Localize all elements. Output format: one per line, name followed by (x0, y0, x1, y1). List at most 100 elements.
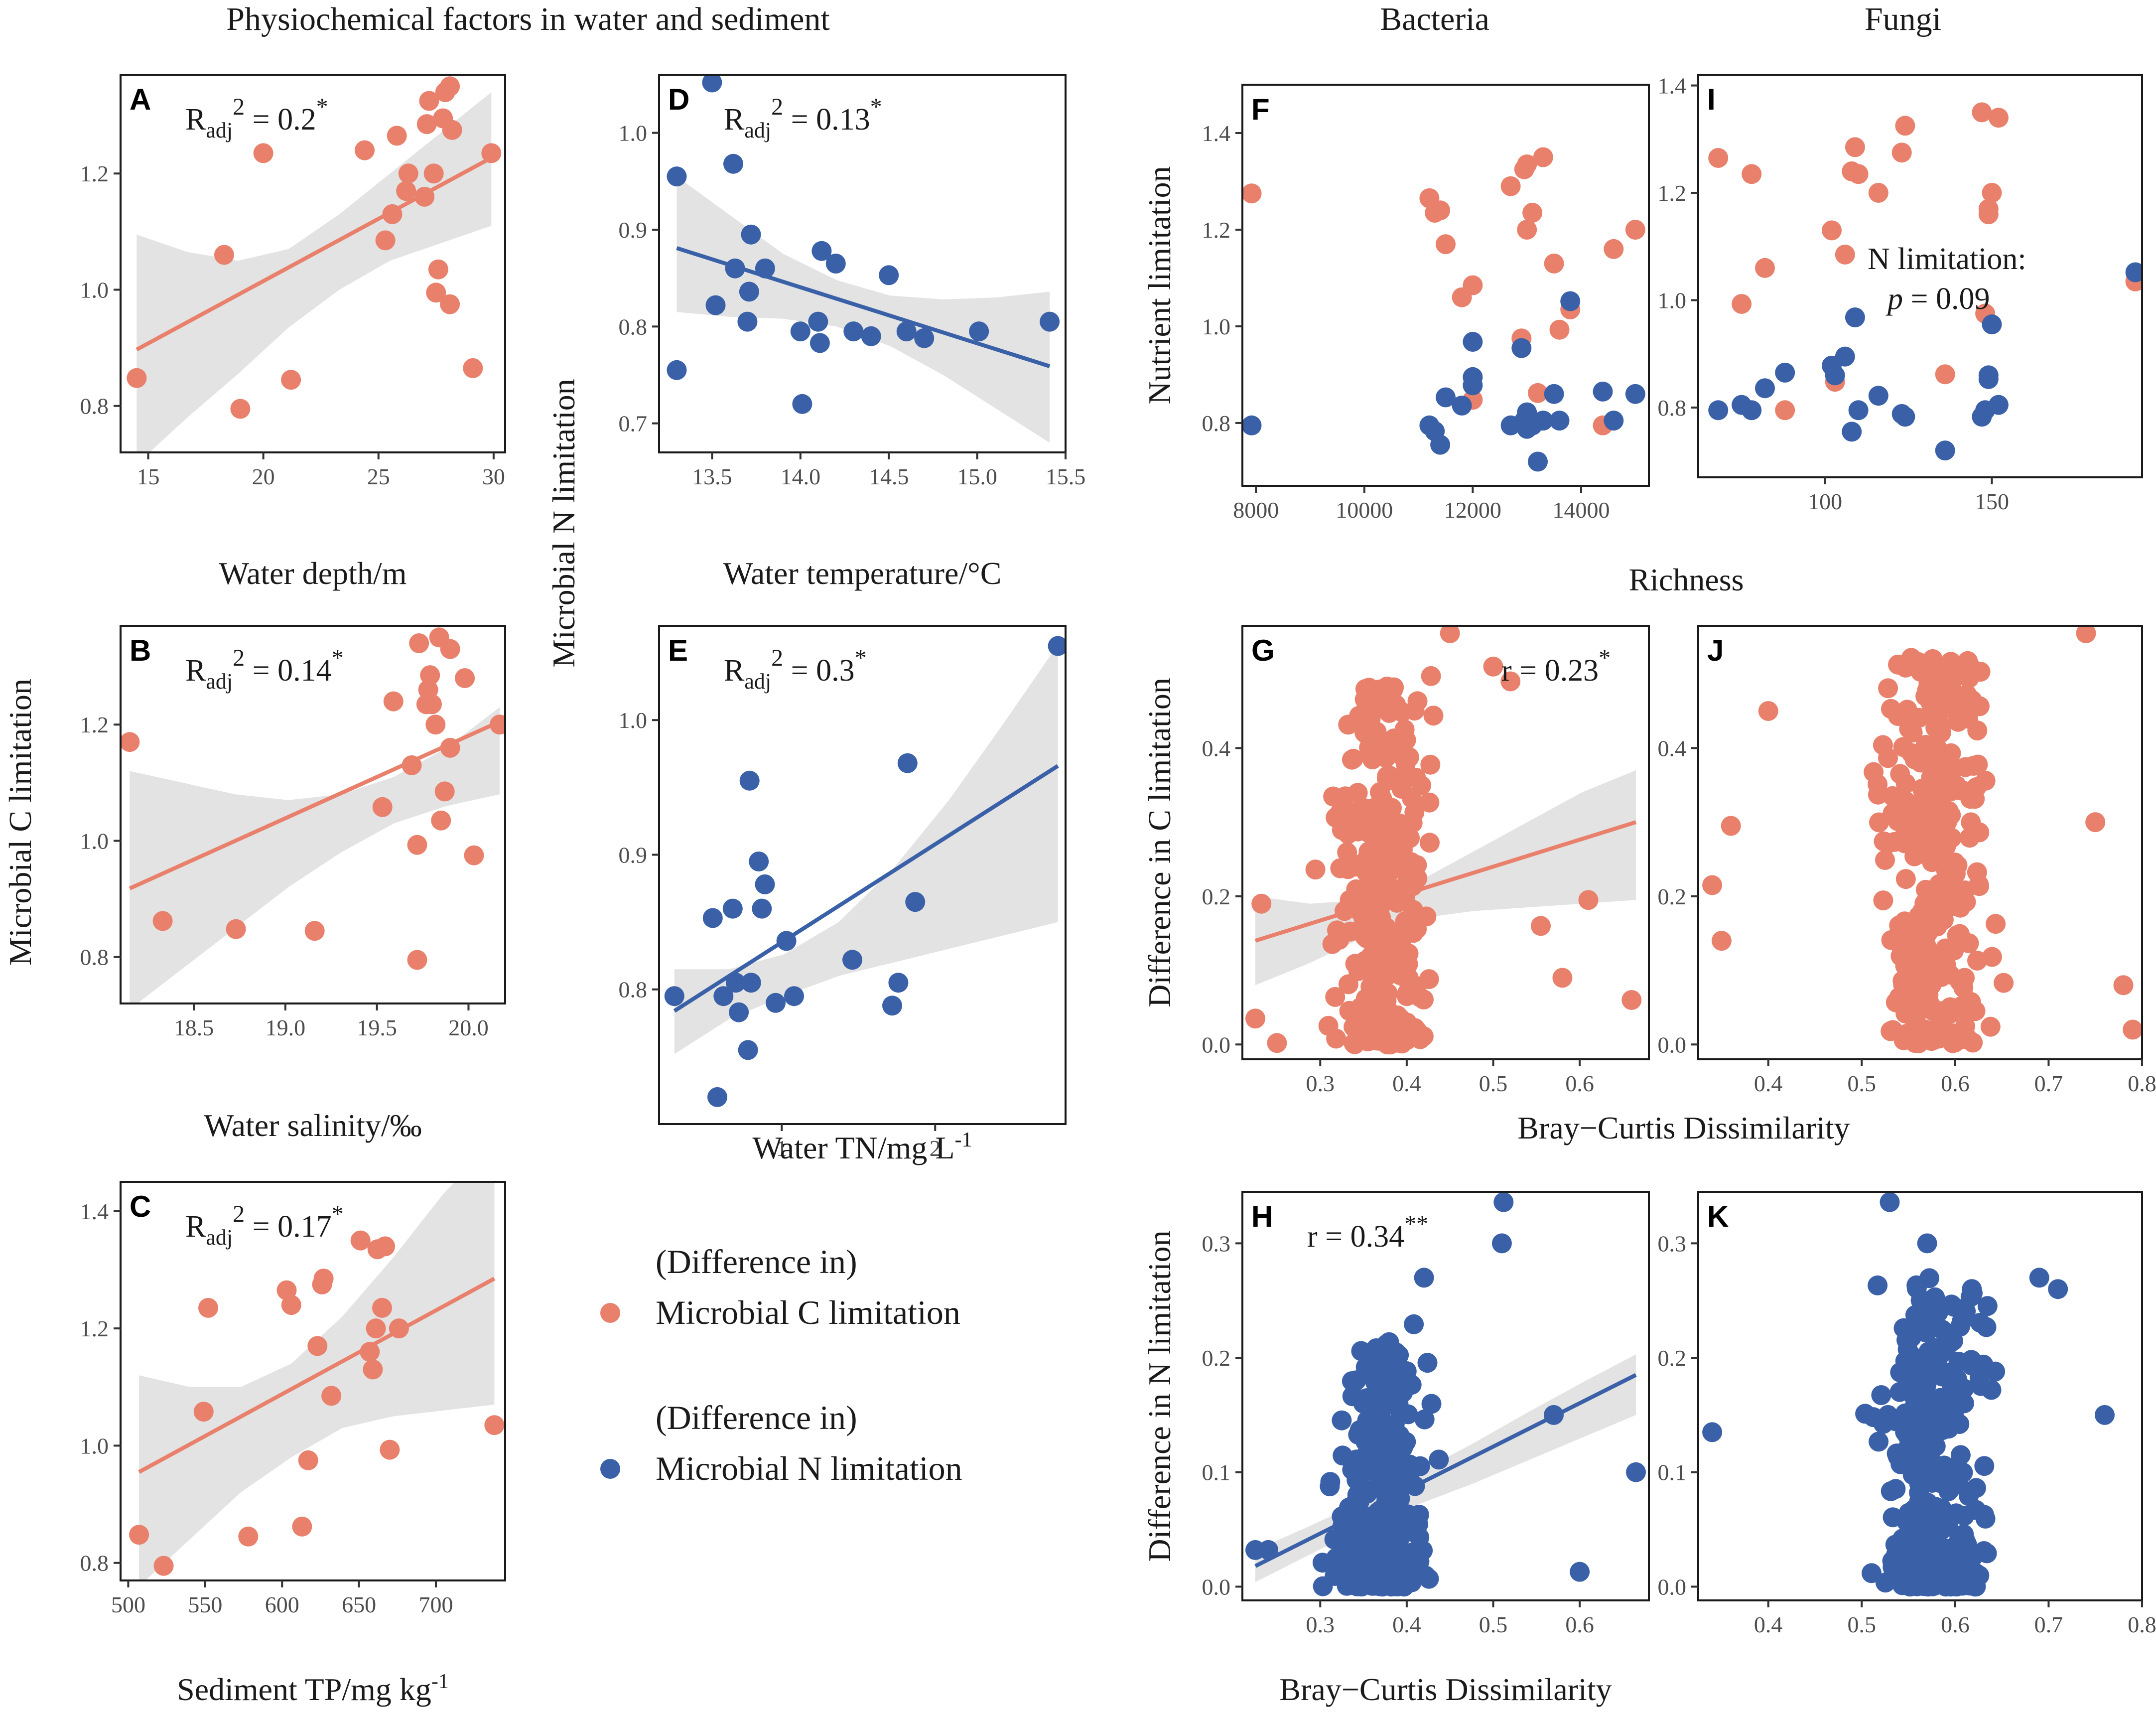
data-point (1938, 858, 1958, 878)
data-point (1755, 378, 1775, 399)
data-point (713, 986, 734, 1006)
panel-c: 500 550 600 650 700 0.8 1.0 1.2 1.4 C Sediment TP/… (80, 1181, 506, 1707)
x-axis-label: Water depth/m (219, 556, 407, 591)
data-point (1966, 1563, 1986, 1583)
data-point (396, 181, 416, 201)
data-point (1399, 922, 1419, 943)
x-tick-label: 12000 (1444, 497, 1501, 523)
data-point (1363, 951, 1383, 972)
data-point (1528, 451, 1548, 472)
data-point (1928, 1302, 1948, 1323)
data-point (1365, 823, 1386, 844)
data-point (416, 114, 437, 135)
data-point (1368, 1415, 1389, 1435)
data-point (1420, 833, 1440, 853)
data-point (440, 639, 460, 659)
data-point (667, 360, 687, 380)
data-point (1373, 746, 1394, 766)
y-tick-label: 0.2 (1658, 1345, 1687, 1371)
x-tick-label: 20 (252, 464, 275, 489)
data-point (1332, 811, 1352, 832)
data-point (1410, 1456, 1430, 1476)
data-point (1625, 384, 1645, 404)
y-tick-label: 0.2 (1658, 884, 1687, 909)
y-tick-label: 0.3 (1202, 1231, 1231, 1256)
regression-line (135, 156, 493, 352)
data-point (1941, 1023, 1961, 1044)
data-point (440, 76, 460, 97)
data-point (811, 241, 832, 261)
data-point (1889, 987, 1909, 1007)
panel-frame (1697, 1191, 2143, 1601)
data-point (1338, 974, 1358, 995)
data-point (1440, 626, 1460, 643)
data-point (1913, 1542, 1933, 1563)
data-point (1953, 1462, 1973, 1483)
x-tick-label: 13.5 (692, 464, 732, 489)
data-point (1360, 1388, 1381, 1408)
data-point (423, 163, 444, 184)
data-point (440, 294, 460, 314)
regression-line (138, 1277, 496, 1474)
data-point (1869, 812, 1889, 833)
x-tick-label: 0.5 (1848, 1071, 1877, 1096)
header-fungi: Fungi (1865, 1, 1941, 37)
regression-line (1254, 1373, 1637, 1568)
plot-area-a (127, 76, 502, 452)
y-tick-label: 0.2 (1202, 1345, 1231, 1371)
x-tick-label: 650 (342, 1592, 376, 1617)
panel-letter: H (1251, 1200, 1273, 1233)
data-point (152, 911, 173, 931)
data-point (1950, 924, 1970, 944)
x-tick-label: 0.6 (1565, 1612, 1594, 1637)
panel-frame (658, 74, 1067, 453)
data-point (739, 282, 759, 302)
data-point (1570, 1562, 1590, 1582)
data-point (1491, 1233, 1512, 1254)
data-point (1969, 822, 1990, 843)
data-point (1941, 743, 1961, 763)
data-point (238, 1526, 259, 1547)
data-point (1417, 1353, 1438, 1373)
x-axis-label-sup: -1 (431, 1670, 449, 1693)
data-point (1483, 656, 1503, 677)
data-point (1708, 148, 1729, 168)
data-point (726, 973, 746, 993)
y-tick-label: 0.8 (619, 314, 648, 339)
data-point (1902, 821, 1922, 841)
data-point (1871, 1385, 1891, 1405)
data-point (1898, 1503, 1919, 1523)
ylabel-microbial-c: Microbial C limitation (2, 679, 38, 966)
data-point (755, 874, 775, 894)
y-tick-label: 0.8 (80, 394, 109, 419)
x-tick-label: 600 (265, 1592, 299, 1617)
data-point (1935, 440, 1955, 461)
x-tick-label: 14.0 (781, 464, 821, 489)
data-point (1952, 1575, 1973, 1596)
y-tick-label: 0.9 (619, 842, 648, 867)
panel-letter: E (668, 634, 688, 667)
data-point (1901, 1521, 1922, 1541)
panel-a: 15 20 25 30 0.8 1.0 1.2 A Water depth/m Radj2 = 0… (80, 74, 506, 591)
data-point (1901, 743, 1921, 763)
x-axis-label: Water temperature/°C (723, 556, 1002, 591)
xlabel-bray-curtis-top: Bray−Curtis Dissimilarity (1517, 1110, 1850, 1145)
data-point (1429, 1449, 1449, 1470)
data-point (1899, 1412, 1920, 1432)
panel-b: 18.5 19.0 19.5 20.0 0.8 1.0 1.2 B Water salinity… (80, 625, 506, 1143)
data-point (1374, 1563, 1395, 1583)
data-point (1326, 1548, 1346, 1568)
data-point (1305, 859, 1326, 880)
r-adj-annotation: Radj2 = 0.3* (724, 645, 867, 694)
data-point (1931, 1419, 1952, 1439)
header-bacteria: Bacteria (1380, 1, 1489, 37)
x-tick-label: 15.5 (1046, 464, 1086, 489)
data-point (1452, 396, 1472, 416)
data-point (129, 1525, 149, 1545)
legend-n-line1: (Difference in) (656, 1399, 857, 1436)
data-point (1732, 294, 1752, 314)
data-point (1352, 706, 1373, 726)
y-tick-label: 1.0 (80, 277, 109, 302)
data-point (1390, 965, 1410, 986)
data-point (1500, 176, 1521, 196)
